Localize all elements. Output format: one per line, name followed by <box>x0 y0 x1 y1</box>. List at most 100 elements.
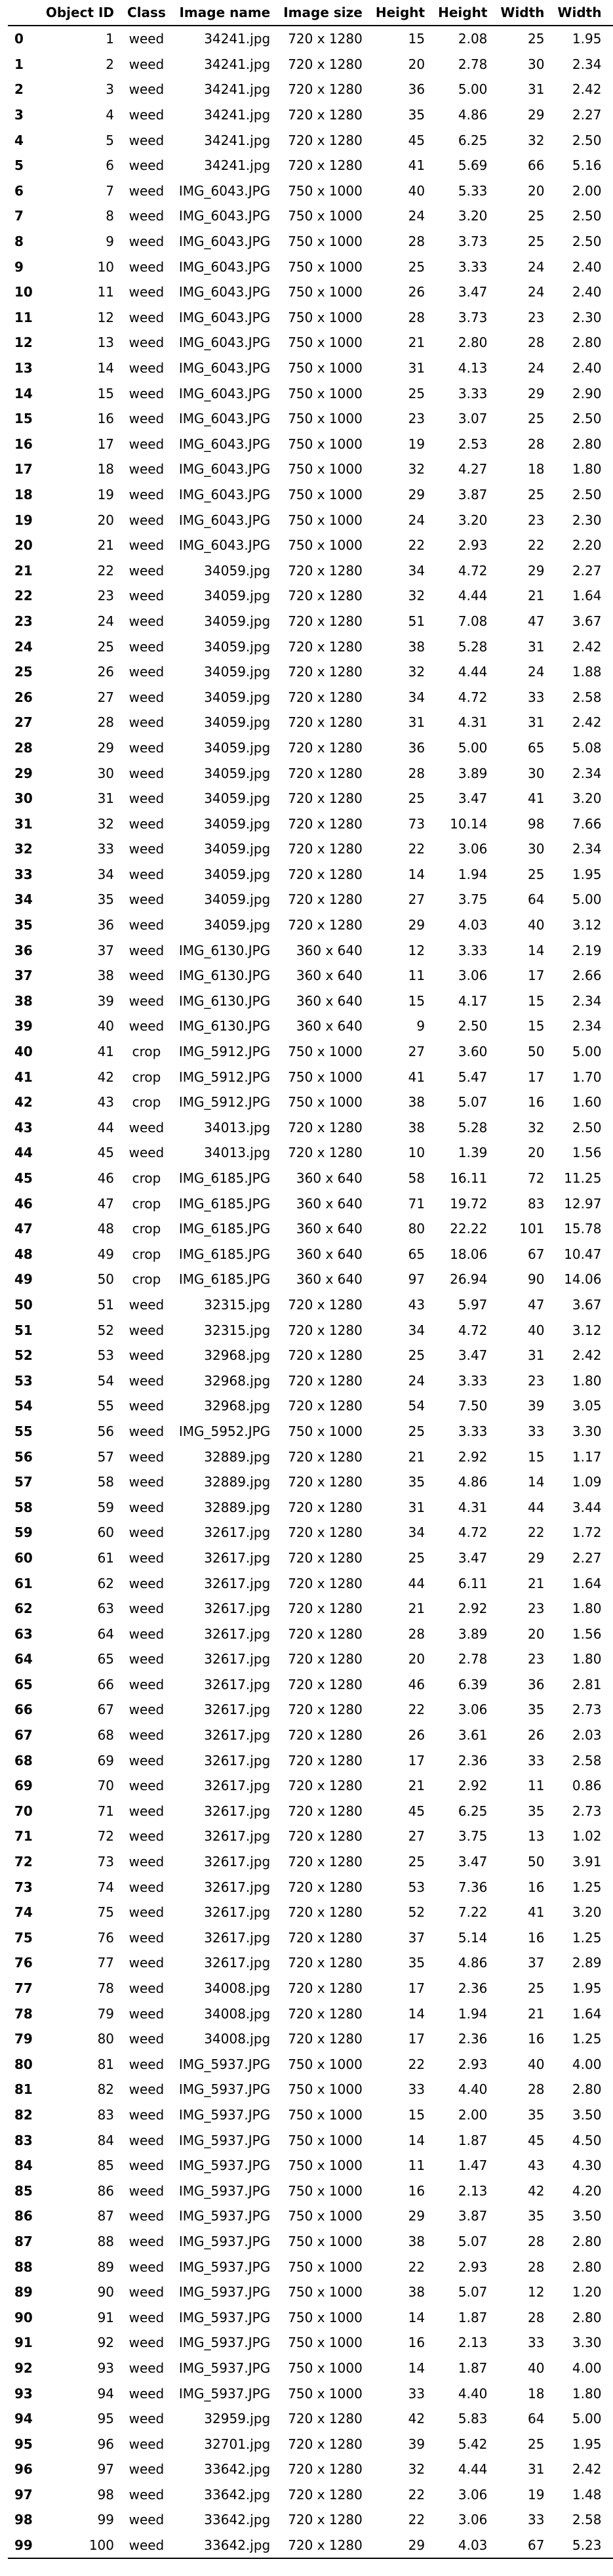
table-row: 88 89 weed IMG_5937.JPG 750 x 1000 22 2.93 28 2.… <box>8 2254 613 2280</box>
table-row: 98 99 weed 33642.jpg 720 x 1280 22 3.06 33 2.58 0… <box>8 2507 613 2533</box>
cell-image-size: 720 x 1280 <box>288 31 363 47</box>
cell-height-pct: 4.72 <box>458 689 488 705</box>
cell-area: 0.03 <box>608 1773 613 1799</box>
cell-row-index: 29 <box>14 765 33 781</box>
cell-row-index: 60 <box>14 1549 33 1566</box>
cell-height-px: 28 <box>408 765 425 781</box>
cell-image-size: 720 x 1280 <box>288 1575 363 1591</box>
cell-height-pct: 3.06 <box>458 1702 488 1718</box>
table-row: 41 42 crop IMG_5912.JPG 750 x 1000 41 5.47 17 1.… <box>8 1064 613 1090</box>
cell-object-id: 84 <box>97 2132 115 2148</box>
cell-image-size: 720 x 1280 <box>288 1676 363 1692</box>
cell-height-px: 54 <box>408 1398 425 1414</box>
table-row: 56 57 weed 32889.jpg 720 x 1280 21 2.92 15 1.17 0… <box>8 1444 613 1469</box>
cell-row-index: 91 <box>14 2335 33 2351</box>
cell-class: weed <box>129 1549 165 1566</box>
cell-height-pct: 2.36 <box>458 1752 488 1768</box>
cell-area: 0.08 <box>608 2507 613 2533</box>
table-row: 18 19 weed IMG_6043.JPG 750 x 1000 29 3.87 25 2.… <box>8 482 613 508</box>
cell-width-pct: 5.00 <box>572 891 602 908</box>
cell-row-index: 74 <box>14 1904 33 1921</box>
cell-width-px: 13 <box>527 1828 545 1845</box>
cell-width-px: 25 <box>527 866 545 882</box>
cell-area: 0.12 <box>608 684 613 710</box>
cell-width-pct: 2.80 <box>572 2081 602 2098</box>
table-row: 22 23 weed 34059.jpg 720 x 1280 32 4.44 21 1.64 0… <box>8 583 613 609</box>
cell-width-pct: 2.80 <box>572 2233 602 2249</box>
cell-width-pct: 2.34 <box>572 1018 602 1034</box>
cell-class: weed <box>129 1372 165 1389</box>
cell-area: 0.08 <box>608 279 613 305</box>
cell-height-px: 31 <box>408 1499 425 1515</box>
cell-object-id: 36 <box>97 917 115 933</box>
table-row: 49 50 crop IMG_6185.JPG 360 x 640 97 26.94 90 14… <box>8 1267 613 1292</box>
table-row: 19 20 weed IMG_6043.JPG 750 x 1000 24 3.20 23 2.… <box>8 507 613 533</box>
cell-width-px: 42 <box>527 2182 545 2199</box>
table-row: 91 92 weed IMG_5937.JPG 750 x 1000 16 2.13 33 3.… <box>8 2330 613 2356</box>
cell-area: 0.09 <box>608 1874 613 1900</box>
cell-class: weed <box>129 2056 165 2072</box>
cell-image-size: 720 x 1280 <box>288 1651 363 1667</box>
cell-image-size: 750 x 1000 <box>288 2182 363 2199</box>
cell-area: 0.78 <box>608 811 613 836</box>
cell-height-px: 34 <box>408 562 425 579</box>
cell-width-px: 25 <box>527 411 545 427</box>
cell-height-pct: 3.47 <box>458 1549 488 1566</box>
cell-image-size: 720 x 1280 <box>288 1145 363 1161</box>
cell-height-pct: 5.69 <box>458 157 488 174</box>
cell-image-name: 34008.jpg <box>204 2031 271 2047</box>
cell-image-size: 720 x 1280 <box>288 1803 363 1819</box>
cell-object-id: 18 <box>97 461 115 478</box>
cell-class: weed <box>129 2157 165 2174</box>
cell-row-index: 77 <box>14 1980 33 1997</box>
cell-object-id: 33 <box>97 841 115 857</box>
cell-class: crop <box>132 1246 161 1262</box>
header-width-px: Width <box>494 0 551 26</box>
cell-width-px: 14 <box>527 942 545 958</box>
cell-class: weed <box>129 2132 165 2148</box>
header-area: Area <box>608 0 613 26</box>
cell-area: 0.06 <box>608 2153 613 2178</box>
table-row: 37 38 weed IMG_6130.JPG 360 x 640 11 3.06 17 2.6… <box>8 963 613 989</box>
cell-class: weed <box>129 992 165 1009</box>
cell-image-size: 720 x 1280 <box>288 1474 363 1490</box>
cell-object-id: 5 <box>106 132 115 148</box>
table-row: 16 17 weed IMG_6043.JPG 750 x 1000 19 2.53 28 2.… <box>8 432 613 457</box>
cell-image-size: 750 x 1000 <box>288 1069 363 1085</box>
cell-row-index: 78 <box>14 2005 33 2022</box>
table-row: 53 54 weed 32968.jpg 720 x 1280 24 3.33 23 1.80 0… <box>8 1368 613 1393</box>
cell-height-px: 38 <box>408 1094 425 1111</box>
cell-row-index: 95 <box>14 2436 33 2452</box>
cell-width-pct: 2.81 <box>572 1676 602 1692</box>
cell-class: weed <box>129 562 165 579</box>
cell-class: crop <box>132 1170 161 1187</box>
cell-height-px: 10 <box>408 1145 425 1161</box>
cell-class: weed <box>129 1778 165 1794</box>
cell-width-pct: 3.67 <box>572 613 602 629</box>
cell-width-pct: 3.91 <box>572 1854 602 1870</box>
cell-width-pct: 1.25 <box>572 1879 602 1895</box>
cell-height-pct: 2.36 <box>458 2031 488 2047</box>
cell-image-name: IMG_5937.JPG <box>178 2106 271 2123</box>
cell-height-px: 32 <box>408 2461 425 2478</box>
table-row: 28 29 weed 34059.jpg 720 x 1280 36 5.00 65 5.08 0… <box>8 735 613 761</box>
table-row: 68 69 weed 32617.jpg 720 x 1280 17 2.36 33 2.58 0… <box>8 1748 613 1773</box>
cell-class: weed <box>129 2436 165 2452</box>
cell-row-index: 71 <box>14 1828 33 1845</box>
table-row: 9 10 weed IMG_6043.JPG 750 x 1000 25 3.33 24 2.4… <box>8 254 613 279</box>
cell-width-px: 23 <box>527 1601 545 1617</box>
cell-image-size: 720 x 1280 <box>288 765 363 781</box>
cell-image-size: 750 x 1000 <box>288 2056 363 2072</box>
cell-object-id: 45 <box>97 1145 115 1161</box>
cell-class: weed <box>129 1803 165 1819</box>
cell-width-px: 15 <box>527 1018 545 1034</box>
cell-class: crop <box>132 1221 161 1237</box>
cell-width-px: 40 <box>527 2360 545 2376</box>
table-row: 63 64 weed 32617.jpg 720 x 1280 28 3.89 20 1.56 0… <box>8 1621 613 1646</box>
cell-object-id: 49 <box>97 1246 115 1262</box>
cell-width-pct: 1.09 <box>572 1474 602 1490</box>
cell-object-id: 88 <box>97 2233 115 2249</box>
cell-height-pct: 4.86 <box>458 1955 488 1971</box>
table-row: 39 40 weed IMG_6130.JPG 360 x 640 9 2.50 15 2.34… <box>8 1013 613 1039</box>
table-row: 55 56 weed IMG_5952.JPG 750 x 1000 25 3.33 33 3.… <box>8 1419 613 1444</box>
